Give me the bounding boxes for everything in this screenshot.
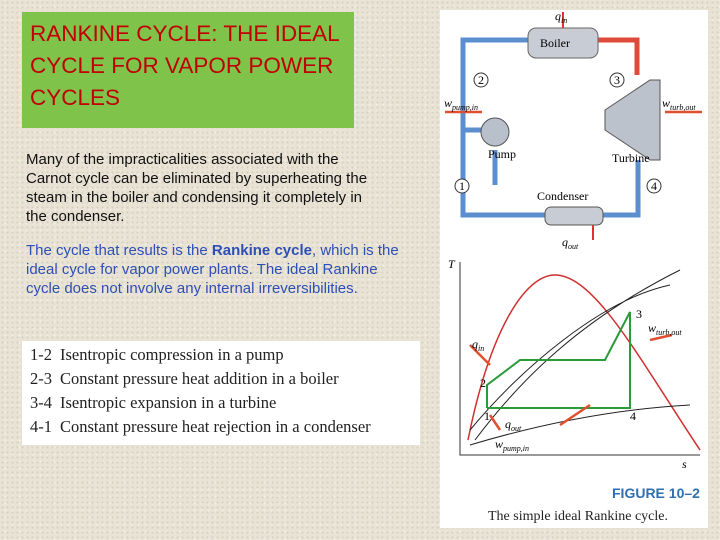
pipe: [460, 130, 545, 218]
axis-label: s: [682, 457, 687, 471]
symbol: w: [662, 96, 670, 110]
label: qout: [505, 417, 522, 433]
label: 1: [484, 409, 490, 423]
bold-term: Rankine cycle: [211, 242, 312, 259]
pipe: [460, 37, 530, 133]
cell: Constant pressure heat rejection in a co…: [60, 417, 371, 436]
label: 2: [478, 73, 484, 87]
heat-arrow: [562, 12, 594, 240]
label: 1: [459, 179, 465, 193]
row: 1-2 Isentropic compression in a pump: [26, 343, 375, 367]
label: qin: [555, 9, 567, 25]
pipe: [600, 160, 641, 218]
cell: 1-2: [30, 345, 52, 364]
symbol: q: [505, 417, 511, 431]
label: 3: [614, 73, 620, 87]
subscript: out: [511, 424, 522, 433]
symbol: q: [472, 337, 478, 351]
cell: 4-1: [30, 417, 52, 436]
label: Turbine: [612, 151, 650, 165]
process-table: 1-2 Isentropic compression in a pump 2-3 C…: [22, 341, 420, 445]
label: Condenser: [537, 189, 588, 203]
state-marker: [609, 72, 625, 88]
pipe: [595, 37, 640, 75]
figure-caption: The simple ideal Rankine cycle.: [488, 509, 668, 524]
label: wpump,in: [444, 96, 478, 112]
energy-arrow: [469, 333, 673, 431]
subscript: in: [478, 344, 484, 353]
saturation-dome: [467, 274, 701, 451]
symbol: q: [562, 235, 568, 249]
pump: [480, 117, 510, 147]
label: 2: [480, 376, 486, 390]
row: 4-1 Constant pressure heat rejection in a…: [26, 415, 375, 439]
label: qin: [472, 337, 484, 353]
condenser: [544, 206, 604, 226]
label: 4: [630, 409, 636, 423]
row: 2-3 Constant pressure heat addition in a …: [26, 367, 375, 391]
axis-label: T: [448, 257, 456, 271]
subscript: out: [568, 242, 579, 251]
subscript: pump,in: [502, 444, 529, 453]
label: 3: [636, 307, 642, 321]
state-marker: [454, 178, 470, 194]
table: 1-2 Isentropic compression in a pump 2-3 C…: [26, 343, 375, 439]
cell: Isentropic compression in a pump: [60, 345, 284, 364]
cell: 2-3: [30, 369, 52, 388]
label: Boiler: [540, 36, 570, 50]
subscript: turb,out: [670, 103, 696, 112]
paragraph: Many of the impracticalities associated …: [26, 151, 368, 225]
label: qout: [562, 235, 579, 251]
subscript: pump,in: [451, 103, 478, 112]
title: RANKINE CYCLE: THE IDEAL CYCLE FOR VAPOR…: [22, 12, 354, 128]
state-marker: [646, 178, 662, 194]
label: 4: [651, 179, 657, 193]
label: wpump,in: [495, 437, 529, 453]
symbol: w: [444, 96, 452, 110]
state-marker: [473, 72, 489, 88]
figure-number: FIGURE 10–2: [612, 485, 700, 501]
label: wturb,out: [662, 96, 696, 112]
figure-panel: [440, 10, 708, 528]
cell: 3-4: [30, 393, 52, 412]
row: 3-4 Isentropic expansion in a turbine: [26, 391, 375, 415]
paragraph: The cycle that results is the Rankine cy…: [26, 241, 406, 298]
turbine: [604, 79, 661, 161]
label: Pump: [488, 147, 516, 161]
cycle-path: [486, 311, 631, 409]
axis: [459, 262, 700, 456]
symbol: q: [555, 9, 561, 23]
subscript: turb,out: [656, 328, 682, 337]
cell: Isentropic expansion in a turbine: [60, 393, 277, 412]
subscript: in: [561, 16, 567, 25]
symbol: w: [648, 321, 656, 335]
cell: Constant pressure heat addition in a boi…: [60, 369, 339, 388]
label: wturb,out: [648, 321, 682, 337]
text: , which is the ideal cycle for vapor pow…: [26, 242, 399, 297]
text: The cycle that results is the: [26, 242, 212, 259]
symbol: w: [495, 437, 503, 451]
